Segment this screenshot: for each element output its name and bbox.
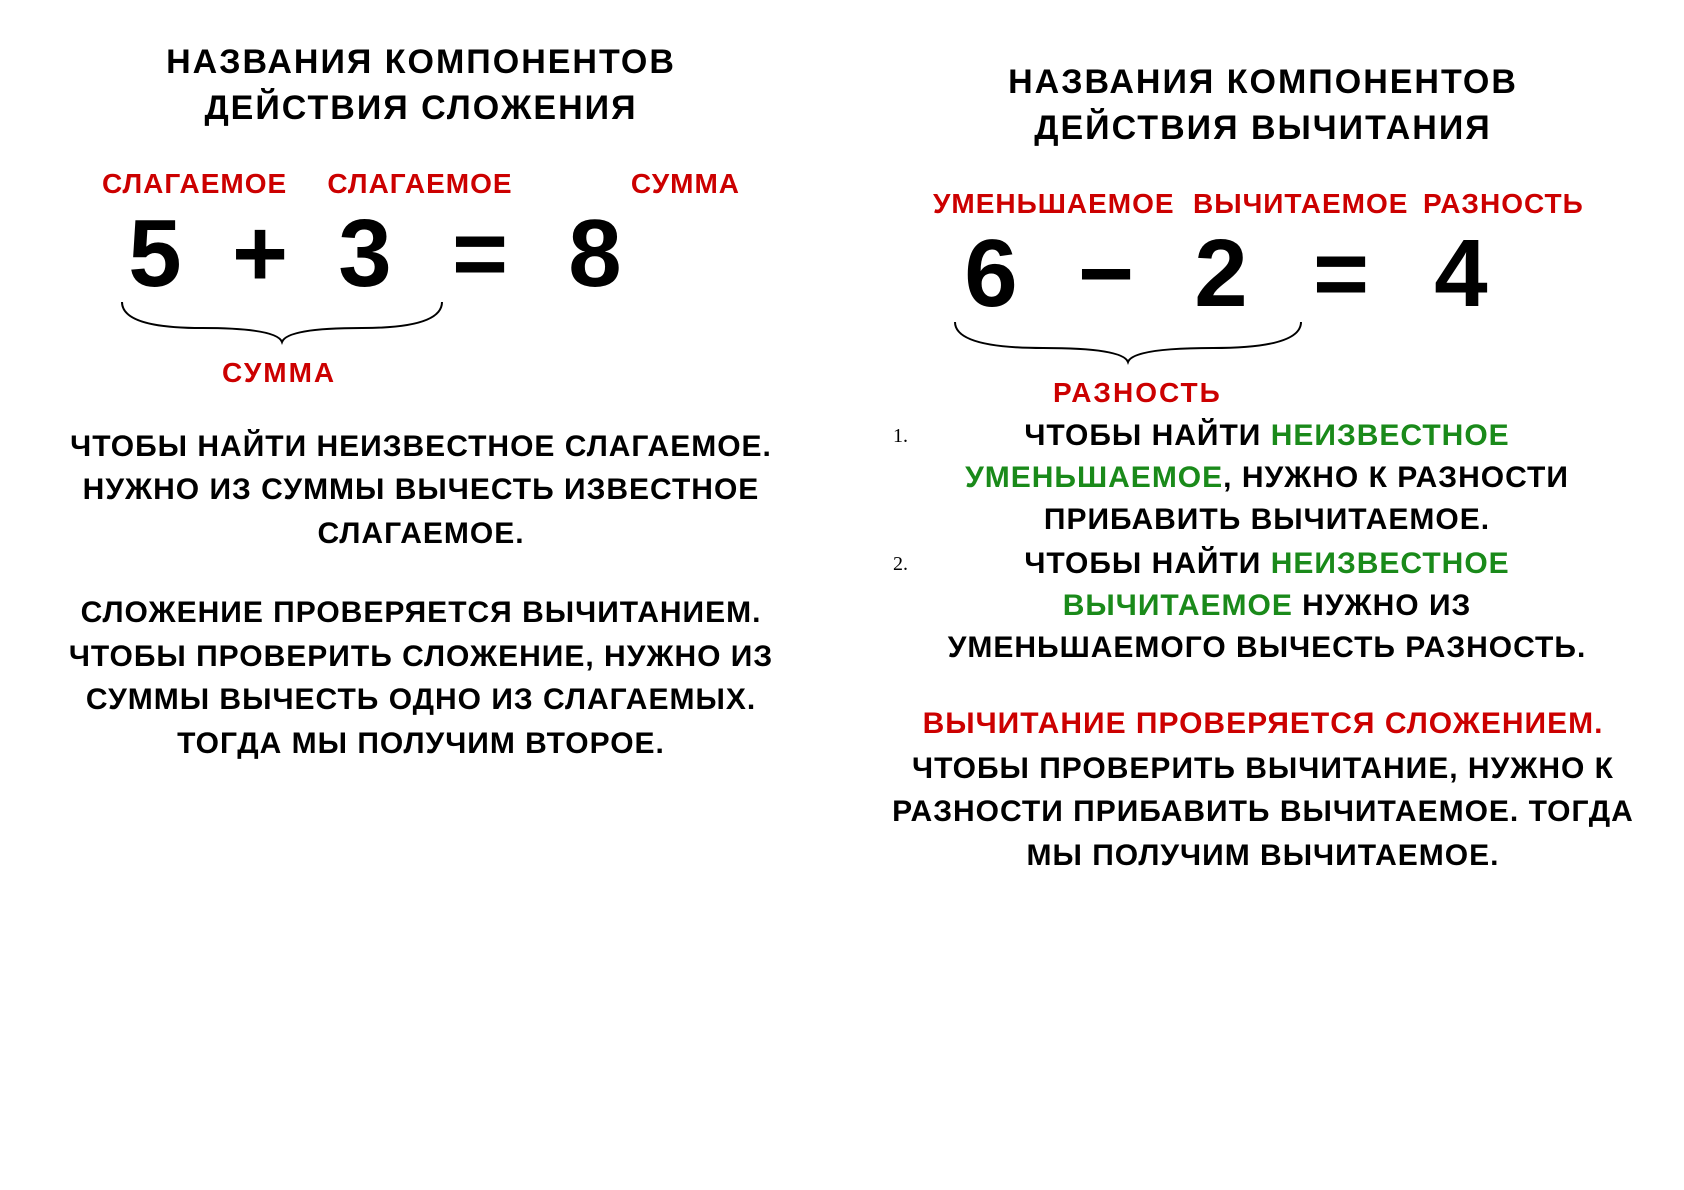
addition-equation: 5 + 3 = 8	[102, 206, 740, 302]
rule-pre: ЧТОБЫ НАЙТИ	[1024, 419, 1270, 452]
difference-value: 4	[1403, 226, 1523, 322]
difference-label: РАЗНОСТЬ	[1423, 188, 1593, 220]
addition-panel: НАЗВАНИЯ КОМПОНЕНТОВ ДЕЙСТВИЯ СЛОЖЕНИЯ С…	[0, 0, 842, 1190]
plus-operator: +	[212, 206, 312, 302]
rule-number: 2.	[882, 543, 920, 576]
minuend-label: УМЕНЬШАЕМОЕ	[933, 188, 1193, 220]
title-line: НАЗВАНИЯ КОМПОНЕНТОВ	[166, 43, 676, 81]
sum-value: 8	[542, 206, 652, 302]
addition-rule-text: ЧТОБЫ НАЙТИ НЕИЗВЕСТНОЕ СЛАГАЕМОЕ. НУЖНО…	[40, 425, 802, 556]
subtrahend-label: ВЫЧИТАЕМОЕ	[1193, 188, 1423, 220]
addition-check-text: СЛОЖЕНИЕ ПРОВЕРЯЕТСЯ ВЫЧИТАНИЕМ. ЧТОБЫ П…	[40, 591, 802, 765]
subtraction-check-heading: ВЫЧИТАНИЕ ПРОВЕРЯЕТСЯ СЛОЖЕНИЕМ.	[882, 703, 1644, 745]
addend1-label: СЛАГАЕМОЕ	[102, 168, 300, 200]
addend2-label: СЛАГАЕМОЕ	[300, 168, 540, 200]
minus-operator: −	[1053, 226, 1163, 322]
rule-text: ЧТОБЫ НАЙТИ НЕИЗВЕСТНОЕ ВЫЧИТАЕМОЕ НУЖНО…	[920, 543, 1644, 669]
rule-text: ЧТОБЫ НАЙТИ НЕИЗВЕСТНОЕ УМЕНЬШАЕМОЕ, НУЖ…	[920, 415, 1644, 541]
sum-below-label: СУММА	[102, 357, 740, 389]
subtraction-panel: НАЗВАНИЯ КОМПОНЕНТОВ ДЕЙСТВИЯ ВЫЧИТАНИЯ …	[842, 0, 1684, 1190]
equals-sign: =	[422, 206, 542, 302]
subtraction-equation: 6 − 2 = 4	[933, 226, 1593, 322]
rule-pre: ЧТОБЫ НАЙТИ	[1024, 547, 1270, 580]
title-line: НАЗВАНИЯ КОМПОНЕНТОВ	[1008, 63, 1518, 101]
equals-sign: =	[1283, 226, 1403, 322]
rule-item: 2. ЧТОБЫ НАЙТИ НЕИЗВЕСТНОЕ ВЫЧИТАЕМОЕ НУ…	[882, 543, 1644, 669]
subtraction-component-labels: УМЕНЬШАЕМОЕ ВЫЧИТАЕМОЕ РАЗНОСТЬ	[933, 188, 1593, 220]
minuend-value: 6	[933, 226, 1053, 322]
rule-item: 1. ЧТОБЫ НАЙТИ НЕИЗВЕСТНОЕ УМЕНЬШАЕМОЕ, …	[882, 415, 1644, 541]
subtrahend-value: 2	[1163, 226, 1283, 322]
subtraction-rules-list: 1. ЧТОБЫ НАЙТИ НЕИЗВЕСТНОЕ УМЕНЬШАЕМОЕ, …	[882, 415, 1644, 669]
addend2-value: 3	[312, 206, 422, 302]
subtraction-bracket	[933, 318, 1593, 373]
title-line: ДЕЙСТВИЯ ВЫЧИТАНИЯ	[1034, 109, 1491, 147]
addition-title: НАЗВАНИЯ КОМПОНЕНТОВ ДЕЙСТВИЯ СЛОЖЕНИЯ	[40, 40, 802, 132]
addition-bracket	[102, 298, 740, 353]
addend1-value: 5	[102, 206, 212, 302]
subtraction-equation-block: УМЕНЬШАЕМОЕ ВЫЧИТАЕМОЕ РАЗНОСТЬ 6 − 2 = …	[933, 188, 1593, 409]
subtraction-check-text: ЧТОБЫ ПРОВЕРИТЬ ВЫЧИТАНИЕ, НУЖНО К РАЗНО…	[882, 747, 1644, 878]
addition-component-labels: СЛАГАЕМОЕ СЛАГАЕМОЕ СУММА	[102, 168, 740, 200]
subtraction-title: НАЗВАНИЯ КОМПОНЕНТОВ ДЕЙСТВИЯ ВЫЧИТАНИЯ	[882, 60, 1644, 152]
sum-label: СУММА	[540, 168, 740, 200]
rule-number: 1.	[882, 415, 920, 448]
title-line: ДЕЙСТВИЯ СЛОЖЕНИЯ	[204, 89, 637, 127]
addition-equation-block: СЛАГАЕМОЕ СЛАГАЕМОЕ СУММА 5 + 3 = 8 СУММ…	[102, 168, 740, 389]
difference-below-label: РАЗНОСТЬ	[933, 377, 1593, 409]
